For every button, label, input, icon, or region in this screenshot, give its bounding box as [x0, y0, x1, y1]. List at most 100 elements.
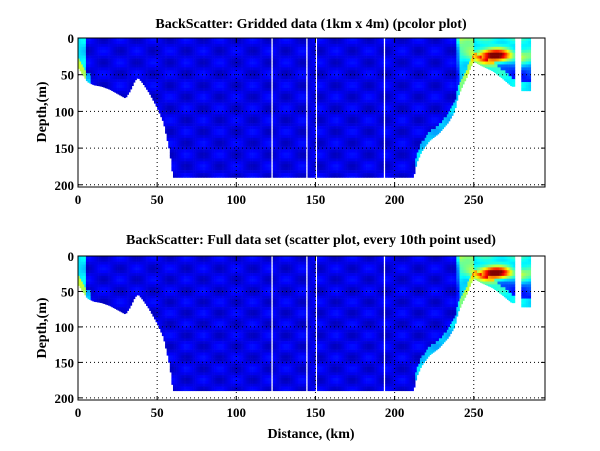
data-cell — [264, 61, 267, 65]
data-cell — [149, 49, 152, 53]
data-cell — [226, 43, 229, 48]
data-cell — [101, 58, 104, 62]
data-cell — [184, 38, 186, 42]
data-cell — [253, 43, 256, 48]
data-cell — [234, 126, 237, 130]
data-cell — [225, 93, 228, 98]
data-cell — [214, 140, 217, 144]
data-cell — [196, 38, 199, 42]
data-cell — [204, 126, 207, 130]
data-cell — [220, 105, 223, 109]
data-cell — [177, 108, 180, 112]
data-cell — [244, 164, 247, 168]
data-cell — [203, 102, 205, 106]
data-cell — [123, 55, 126, 59]
data-cell — [233, 46, 236, 51]
data-cell — [263, 64, 266, 68]
data-cell — [253, 120, 256, 124]
data-cell — [85, 49, 88, 53]
data-cell — [253, 40, 256, 45]
data-cell — [277, 87, 280, 92]
data-cell — [171, 167, 174, 171]
data-cell — [223, 114, 226, 118]
data-cell — [160, 102, 163, 106]
data-cell — [130, 55, 133, 59]
data-cell — [203, 79, 205, 83]
data-cell — [122, 70, 125, 74]
data-cell — [174, 140, 177, 144]
data-cell — [168, 38, 171, 42]
data-cell — [190, 49, 193, 53]
data-cell — [128, 84, 131, 89]
data-cell — [177, 120, 180, 124]
data-cell — [112, 84, 115, 89]
data-cell — [161, 67, 164, 71]
data-cell — [236, 149, 239, 153]
data-cell — [90, 38, 93, 42]
data-cell — [119, 76, 122, 80]
data-cell — [245, 61, 248, 65]
data-cell — [236, 84, 239, 89]
data-cell — [185, 123, 188, 127]
data-cell — [260, 93, 262, 98]
data-cell — [260, 140, 262, 144]
data-cell — [171, 149, 174, 153]
data-cell — [217, 49, 220, 53]
data-cell — [266, 114, 269, 118]
data-cell — [209, 67, 212, 71]
data-cell — [277, 76, 280, 80]
data-cell — [158, 70, 161, 74]
data-cell — [206, 84, 209, 89]
data-cell — [93, 58, 96, 62]
data-cell — [168, 93, 171, 98]
data-cell — [119, 52, 122, 56]
data-cell — [146, 52, 148, 56]
data-cell — [191, 140, 194, 144]
data-cell — [212, 96, 215, 100]
data-cell — [101, 40, 104, 45]
data-cell — [210, 175, 213, 178]
data-cell — [267, 164, 270, 168]
data-cell — [209, 64, 212, 68]
data-cell — [274, 105, 277, 109]
data-cell — [130, 70, 133, 74]
data-cell — [131, 84, 134, 87]
data-cell — [242, 161, 245, 165]
data-cell — [244, 49, 247, 53]
data-cell — [261, 173, 264, 177]
data-cell — [247, 73, 250, 77]
data-cell — [260, 99, 262, 103]
data-cell — [250, 70, 253, 74]
data-cell — [231, 173, 234, 177]
data-cell — [168, 70, 171, 74]
data-cell — [267, 117, 270, 121]
data-cell — [119, 73, 122, 77]
data-cell — [234, 58, 237, 62]
data-cell — [217, 173, 220, 177]
data-cell — [123, 79, 126, 83]
data-cell — [157, 105, 160, 109]
data-cell — [163, 102, 166, 106]
data-cell — [250, 129, 253, 133]
data-cell — [101, 70, 104, 74]
data-cell — [142, 76, 145, 80]
data-cell — [171, 61, 174, 65]
data-cell — [272, 152, 275, 156]
data-cell — [214, 173, 217, 177]
data-cell — [114, 76, 117, 80]
data-cell — [253, 117, 256, 121]
data-cell — [222, 87, 224, 92]
data-cell — [191, 131, 194, 136]
data-cell — [236, 155, 239, 159]
data-cell — [187, 152, 190, 156]
data-cell — [247, 143, 250, 147]
data-cell — [196, 173, 199, 177]
data-cell — [209, 46, 212, 51]
data-cell — [267, 84, 270, 89]
data-cell — [258, 82, 261, 86]
data-cell — [255, 108, 258, 112]
data-cell — [185, 140, 188, 144]
data-cell — [234, 146, 237, 150]
data-cell — [160, 96, 163, 100]
data-cell — [222, 111, 224, 115]
